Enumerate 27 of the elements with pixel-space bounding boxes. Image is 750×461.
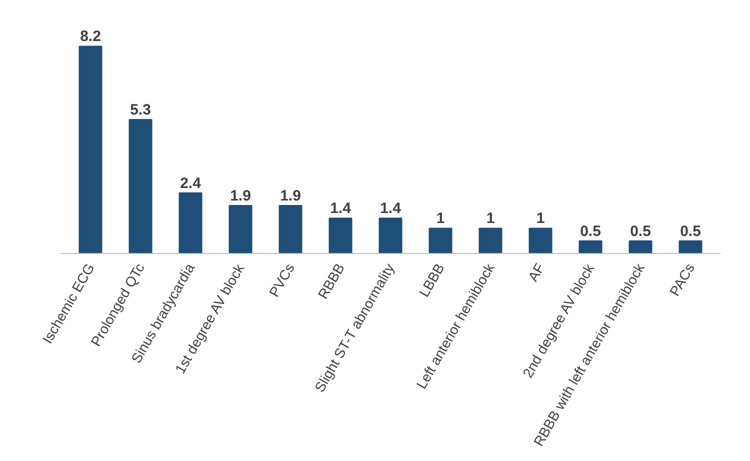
data-label: 0.5: [630, 222, 651, 240]
data-label: 0.5: [680, 222, 701, 240]
bar: [228, 204, 252, 254]
x-tick-label: AF: [524, 260, 548, 284]
bar: [428, 228, 452, 254]
bar: [78, 46, 102, 254]
bar: [578, 240, 602, 254]
bar: [328, 218, 352, 254]
data-label: 1.9: [280, 187, 301, 204]
bar: [628, 240, 652, 254]
data-label: 0.5: [580, 222, 601, 240]
bar: [278, 204, 302, 254]
data-label: 1: [436, 210, 445, 228]
data-label: 5.3: [130, 102, 151, 119]
data-label: 1.4: [330, 200, 352, 218]
bar: [478, 228, 502, 254]
data-label: 8.2: [80, 28, 101, 46]
data-label: 1.4: [380, 200, 402, 218]
data-label: 1: [536, 210, 545, 228]
bar: [678, 240, 702, 254]
data-label: 1: [486, 210, 495, 228]
data-label: 2.4: [180, 174, 202, 192]
bar: [528, 228, 552, 254]
bar: [178, 192, 202, 254]
bar: [378, 218, 402, 254]
data-label: 1.9: [230, 187, 251, 204]
bar: [128, 119, 152, 254]
